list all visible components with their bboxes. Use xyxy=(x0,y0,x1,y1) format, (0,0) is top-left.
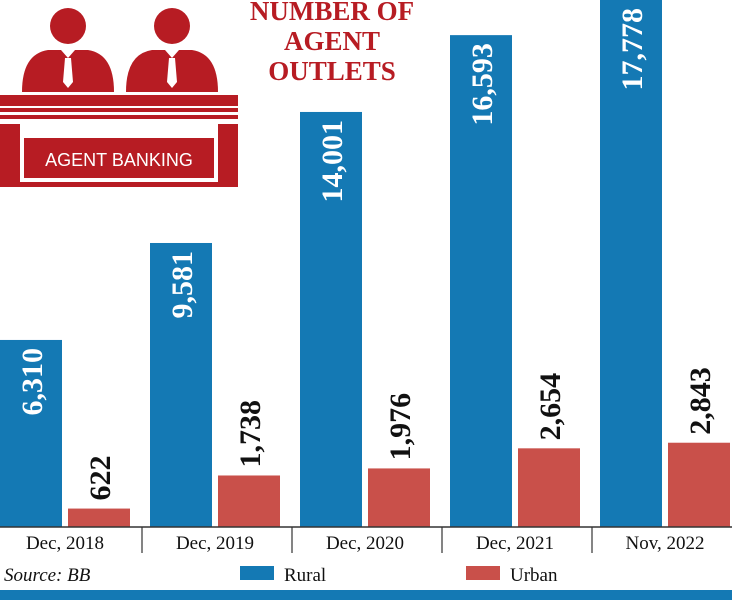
logo-text: AGENT BANKING xyxy=(45,150,193,170)
desk-line xyxy=(0,115,238,119)
tie-icon xyxy=(63,58,73,88)
rural-value-label: 14,001 xyxy=(316,120,349,203)
bar-urban xyxy=(68,508,130,527)
urban-value-label: 622 xyxy=(84,456,117,501)
x-tick-label: Dec, 2020 xyxy=(326,533,404,554)
rural-value-label: 9,581 xyxy=(166,251,199,319)
agent-head-icon xyxy=(154,8,190,44)
bar-rural xyxy=(300,111,362,527)
desk-leg xyxy=(218,124,238,182)
tie-icon xyxy=(167,58,177,88)
bar-urban xyxy=(668,442,730,527)
x-axis: Dec, 2018 Dec, 2019 Dec, 2020 Dec, 2021 Nov,… xyxy=(0,526,732,554)
urban-value-label: 1,738 xyxy=(234,400,267,468)
desk-leg xyxy=(0,124,20,182)
urban-value-label: 2,843 xyxy=(684,367,717,435)
collar-icon xyxy=(165,50,179,58)
x-tick-label: Dec, 2019 xyxy=(176,533,254,554)
desk-base xyxy=(0,182,238,187)
desk-panel xyxy=(24,138,214,178)
bars-group: 6,310 622 9,581 1,738 14,001 1,976 16,593 2,654… xyxy=(0,0,730,527)
bar-rural xyxy=(450,35,512,527)
title-line: NUMBER OF xyxy=(250,0,414,26)
legend: Rural Urban xyxy=(240,565,558,586)
bar-rural xyxy=(150,242,212,527)
legend-label-urban: Urban xyxy=(510,565,558,586)
bottom-rule xyxy=(0,590,732,600)
urban-value-label: 2,654 xyxy=(534,373,567,441)
title-line: AGENT xyxy=(284,26,380,56)
title-line: OUTLETS xyxy=(268,56,396,86)
x-tick-label: Dec, 2018 xyxy=(26,533,104,554)
x-tick-label: Nov, 2022 xyxy=(626,533,705,554)
bar-urban xyxy=(368,468,430,527)
chart-title: NUMBER OF AGENT OUTLETS xyxy=(250,0,414,86)
rural-value-label: 17,778 xyxy=(616,8,649,91)
legend-swatch-rural xyxy=(240,566,274,580)
x-tick-label: Dec, 2021 xyxy=(476,533,554,554)
agent-head-icon xyxy=(50,8,86,44)
rural-value-label: 16,593 xyxy=(466,43,499,126)
legend-swatch-urban xyxy=(466,566,500,580)
desk-top xyxy=(0,95,238,106)
urban-value-label: 1,976 xyxy=(384,393,417,461)
bar-rural xyxy=(600,0,662,527)
bar-urban xyxy=(218,475,280,527)
collar-icon xyxy=(61,50,75,58)
source-note: Source: BB xyxy=(4,565,91,586)
agent-banking-logo: AGENT BANKING xyxy=(0,8,238,187)
bar-rural xyxy=(0,339,62,527)
rural-value-label: 6,310 xyxy=(16,348,49,416)
legend-label-rural: Rural xyxy=(284,565,326,586)
desk-line xyxy=(0,108,238,112)
bar-urban xyxy=(518,448,580,527)
